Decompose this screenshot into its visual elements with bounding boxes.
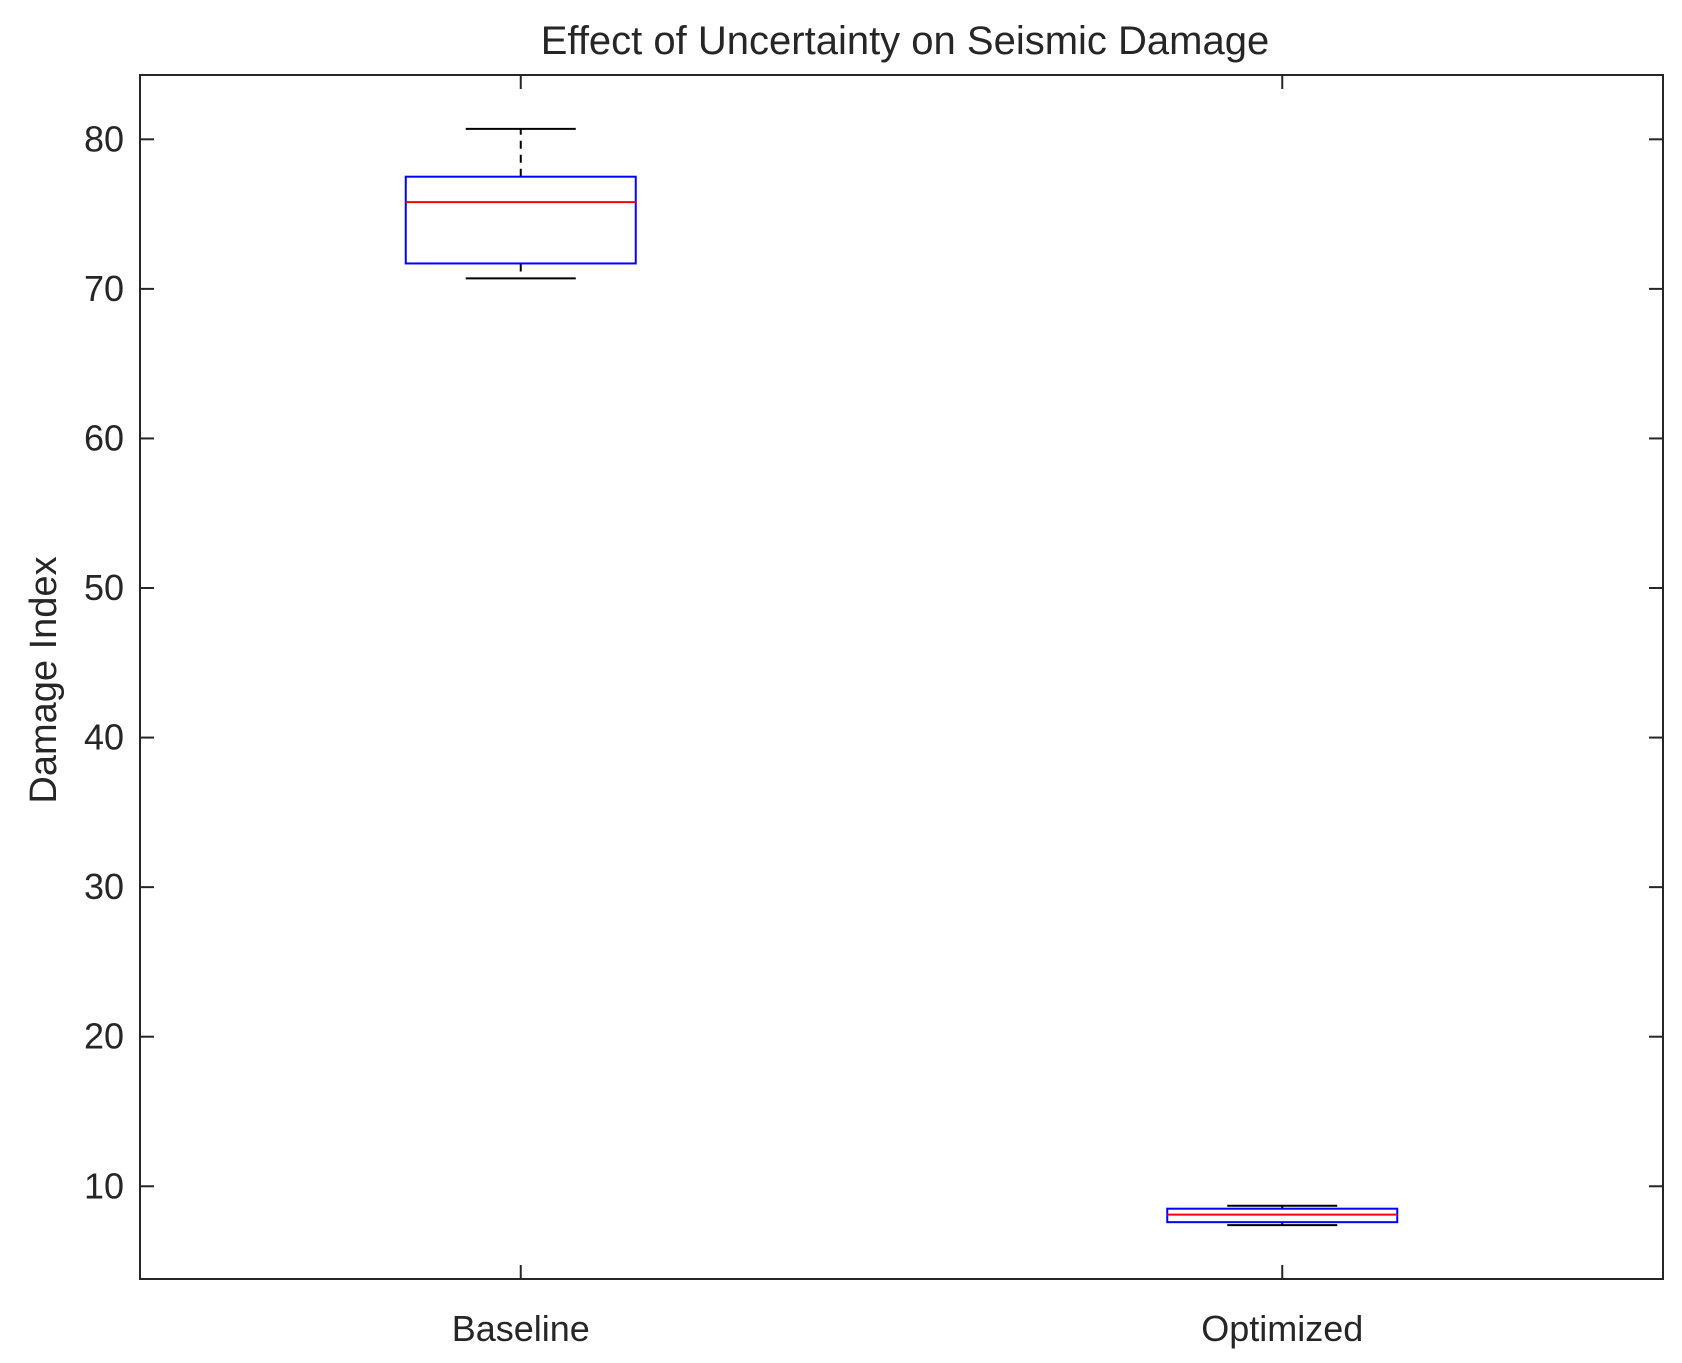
axes-frame <box>139 74 1664 1280</box>
box-group-baseline <box>404 127 637 280</box>
iqr-box <box>404 175 637 265</box>
x-tick-label: Optimized <box>1201 1308 1363 1349</box>
y-tick-label: 30 <box>84 866 124 907</box>
y-tick-label: 40 <box>84 717 124 758</box>
y-tick-label: 60 <box>84 417 124 458</box>
plot-area: 10 20 30 40 50 60 70 80 Baseline Optimized <box>84 74 1664 1349</box>
y-axis-label: Damage Index <box>23 556 65 803</box>
box-group-optimized <box>1166 1204 1399 1227</box>
y-tick-label: 70 <box>84 268 124 309</box>
y-tick-label: 20 <box>84 1016 124 1057</box>
x-tick-label: Baseline <box>452 1308 590 1349</box>
y-tick-label: 50 <box>84 567 124 608</box>
y-tick-label: 80 <box>84 118 124 159</box>
chart-title: Effect of Uncertainty on Seismic Damage <box>541 19 1269 63</box>
y-tick-label: 10 <box>84 1165 124 1206</box>
